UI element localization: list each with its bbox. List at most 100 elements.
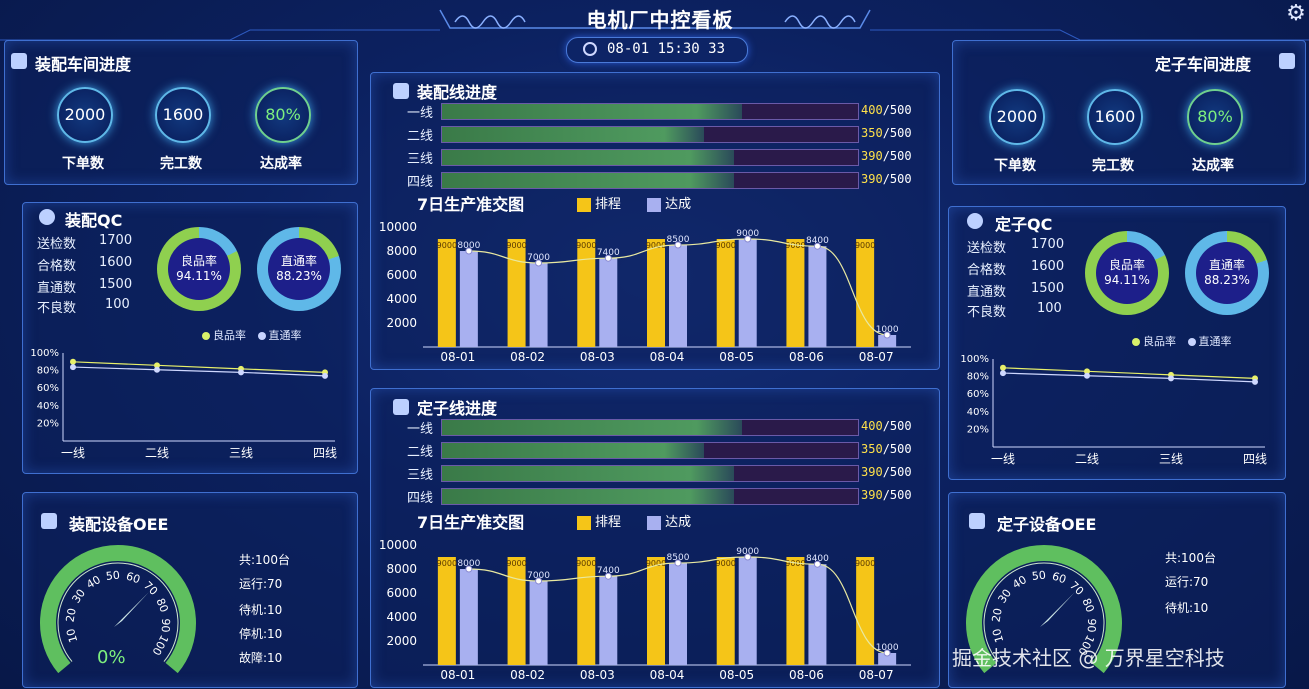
y-tick-label: 100% [30, 348, 59, 359]
legend-dot [1132, 338, 1140, 346]
bar-plan-label: 9000 [855, 241, 875, 250]
gauge-tick-label: 10 [64, 627, 80, 644]
bar-done-label: 7400 [597, 566, 620, 576]
stat-label-completed: 完工数 [1092, 158, 1134, 174]
legend-label: 排程 [595, 197, 622, 212]
oee-stat: 待机:10 [239, 603, 283, 617]
trend-point [535, 577, 543, 585]
trend-point [604, 572, 612, 580]
bar-plan-label: 9000 [646, 559, 666, 568]
chart-legend: 排程 达成 [577, 193, 691, 212]
qc-row-value: 100 [105, 297, 130, 312]
trend-point [465, 565, 473, 573]
bar-plan-label: 9000 [855, 559, 875, 568]
panel-title: 定子QC [995, 215, 1053, 234]
gear-icon[interactable]: ⚙ [1286, 1, 1306, 26]
x-tick-label: 08-03 [580, 350, 615, 364]
legend-label: 良品率 [1143, 335, 1176, 348]
gauge-tick-label: 50 [1031, 569, 1046, 583]
line-progress-fill [442, 466, 734, 481]
qc-series-point [322, 372, 328, 379]
stat-circle-completed: 1600 [1087, 89, 1143, 145]
qc-series-point [1084, 372, 1090, 379]
qc-row-label: 不良数 [37, 301, 77, 316]
yield-rate-ring: 良品率 94.11% [1085, 231, 1169, 315]
x-tick-label: 08-06 [789, 350, 824, 364]
bar-done-label: 1000 [876, 643, 899, 653]
bar-plan [577, 557, 596, 665]
bar-plan-label: 9000 [437, 241, 457, 250]
x-tick-label: 08-04 [650, 668, 685, 682]
line-progress-fill [442, 173, 734, 188]
x-tick-label: 08-05 [719, 668, 754, 682]
line-progress-value: 390/500 [861, 172, 912, 186]
bar-plan [856, 239, 875, 347]
x-tick-label: 四线 [1243, 452, 1267, 466]
line-progress-fill [442, 420, 742, 435]
legend-label: 排程 [595, 515, 622, 530]
y-tick-label: 8000 [386, 562, 417, 576]
x-tick-label: 二线 [1075, 452, 1099, 466]
gauge-tick-label: 70 [141, 579, 160, 598]
line-progress-value: 400/500 [861, 419, 912, 433]
chart-title: 7日生产准交图 [417, 513, 525, 532]
y-tick-label: 20% [37, 418, 59, 429]
legend-dot [202, 332, 210, 340]
bar-plan [716, 557, 735, 665]
qc-row-label: 合格数 [967, 263, 1007, 278]
panel-title: 装配QC [65, 211, 123, 230]
stator-qc-line-chart: 100% 80% 60% 40% 20% 一线 二线 三线 四线 [960, 354, 1267, 466]
panel-title: 装配线进度 [417, 83, 498, 102]
legend-label: 达成 [665, 197, 692, 212]
bar-done [738, 557, 757, 665]
line-progress-track [441, 442, 859, 459]
line-progress-fill [442, 443, 704, 458]
bar-plan-label: 9000 [506, 559, 526, 568]
legend-dot [1187, 338, 1196, 346]
line-progress-track [441, 488, 859, 505]
line-progress-fill [442, 104, 742, 119]
stat-circle-completed: 1600 [155, 87, 211, 143]
bar-done [599, 258, 618, 347]
gauge-tick-label: 60 [1050, 570, 1067, 587]
line-progress-value: 350/500 [861, 126, 912, 140]
qc-row-label: 直通数 [37, 281, 77, 296]
document-icon [393, 399, 409, 415]
y-tick-label: 8000 [386, 244, 417, 258]
bar-plan [856, 557, 875, 665]
gauge-tick-label: 20 [64, 607, 79, 623]
x-tick-label: 二线 [145, 446, 169, 460]
bar-plan [437, 557, 456, 665]
gauge-tick-label: 30 [995, 587, 1014, 606]
qc-series-point [154, 366, 160, 373]
y-tick-label: 6000 [386, 586, 417, 600]
y-tick-label: 60% [37, 383, 59, 394]
qc-row-label: 不良数 [967, 305, 1007, 320]
qc-series-line [72, 361, 326, 373]
qc-row-value: 1500 [1031, 281, 1065, 296]
gauge-needle [1040, 591, 1076, 627]
gauge-inner-arc [57, 562, 179, 662]
oee-stat: 共:100台 [239, 553, 290, 567]
qc-row-value: 1600 [99, 255, 133, 270]
bar-plan [507, 557, 526, 665]
gauge-value: 0% [97, 647, 126, 668]
trend-point [604, 254, 612, 262]
gauge-arc [40, 545, 196, 674]
pass-rate-ring: 直通率 88.23% [1185, 231, 1269, 315]
bar-done [878, 335, 897, 347]
bar-done [669, 563, 687, 665]
clock-icon [583, 42, 597, 56]
gauge-arc [966, 545, 1122, 674]
qc-series-point [70, 364, 76, 371]
stat-label-rate: 达成率 [260, 156, 302, 172]
legend-label: 达成 [665, 515, 692, 530]
bar-plan-label: 9000 [437, 559, 457, 568]
stat-circle-rate: 80% [255, 87, 311, 143]
calendar-icon [11, 53, 27, 69]
trend-point [883, 331, 891, 339]
chart-legend: 排程 达成 [577, 511, 691, 530]
qc-row-value: 1700 [99, 233, 133, 248]
trend-point [674, 241, 682, 249]
